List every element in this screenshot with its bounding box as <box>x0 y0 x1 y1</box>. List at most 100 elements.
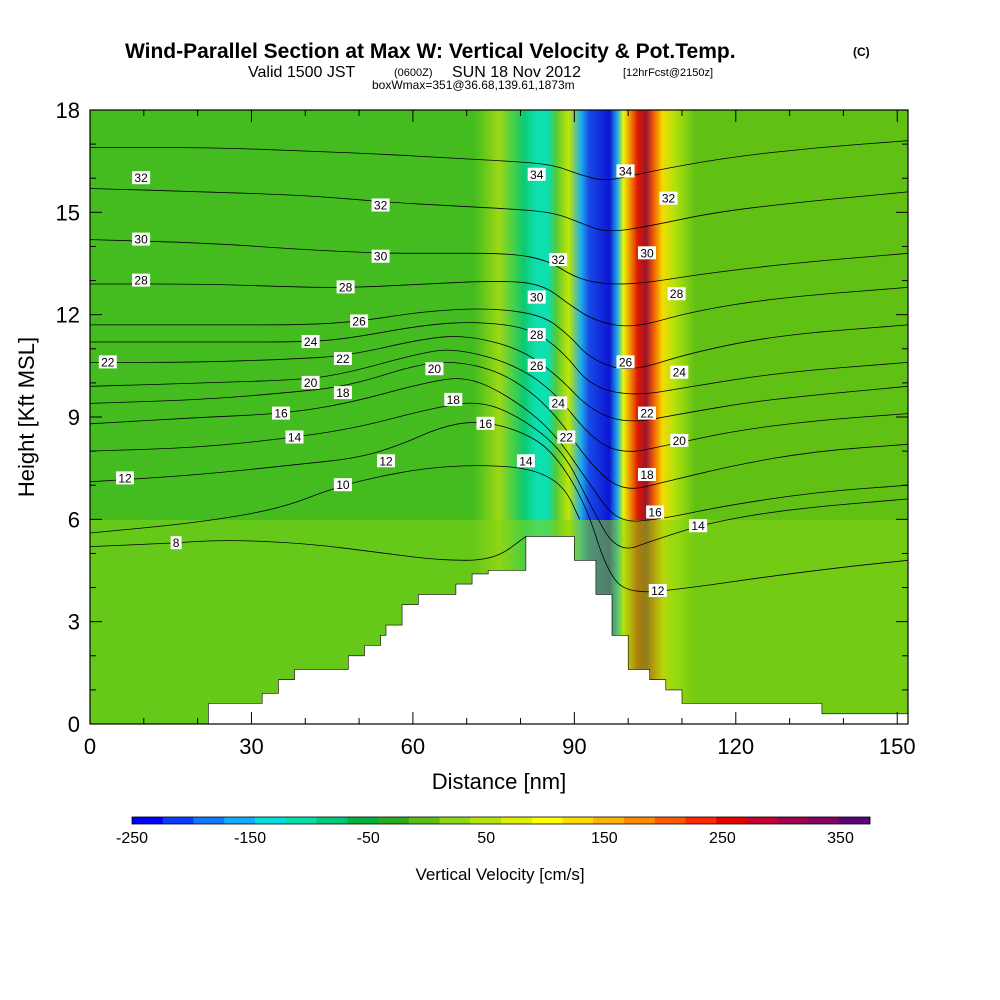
contour-label-text: 30 <box>640 246 654 260</box>
x-tick-label: 60 <box>401 734 425 759</box>
colorbar: -250 -150 -50 50 150 250 350 <box>116 816 871 847</box>
contour-label-text: 22 <box>560 431 574 445</box>
contour-label-text: 14 <box>519 454 533 468</box>
contour-label-box <box>336 280 355 294</box>
contour-label-text: 30 <box>134 233 148 247</box>
colorbar-swatch <box>347 817 379 824</box>
contour-label-text: 32 <box>552 253 566 267</box>
contour-label: 16 <box>476 416 495 431</box>
contour-label: 12 <box>377 454 395 468</box>
colorbar-swatch <box>162 817 194 824</box>
contour-label-box <box>527 167 546 181</box>
x-tick-label: 0 <box>84 734 96 759</box>
isentrope-18 <box>90 361 908 489</box>
colorbar-swatch <box>777 817 809 824</box>
contour-label: 18 <box>333 386 352 400</box>
contour-label: 28 <box>667 287 686 301</box>
y-tick-label: 9 <box>68 405 80 430</box>
contour-label: 32 <box>659 191 678 206</box>
y-tick-label: 6 <box>68 507 80 532</box>
forecast-label: [12hrFcst@2150z] <box>623 67 713 79</box>
colorbar-swatch <box>747 817 779 824</box>
isentrope-22 <box>90 336 908 422</box>
contour-label: 24 <box>670 365 689 380</box>
contour-label-box <box>549 253 568 267</box>
contour-label-text: 30 <box>530 291 544 305</box>
contour-label: 8 <box>170 536 182 550</box>
contour-label: 32 <box>132 171 151 185</box>
contour-label-text: 26 <box>619 355 633 369</box>
contour-label-text: 16 <box>274 407 288 421</box>
colorbar-frame <box>131 816 871 825</box>
colorbar-swatch <box>132 817 164 824</box>
contour-label-text: 26 <box>530 359 544 373</box>
contour-label-text: 22 <box>640 407 654 421</box>
contour-label-text: 8 <box>173 536 180 550</box>
isentrope-34 <box>90 140 908 180</box>
contour-label-text: 32 <box>374 199 388 213</box>
contour-label: 22 <box>557 430 576 445</box>
contour-label: 32 <box>549 253 568 267</box>
contour-label-box <box>476 416 495 430</box>
isentrope-16 <box>90 378 908 522</box>
contour-label-text: 22 <box>101 355 115 369</box>
colorbar-tick-label: 150 <box>591 830 618 847</box>
contour-label-box <box>444 392 463 406</box>
contour-label-box <box>527 290 546 304</box>
contour-label-box <box>377 454 395 468</box>
contour-label-text: 12 <box>379 454 393 468</box>
isentrope-24 <box>90 322 908 395</box>
box-wmax-label: boxWmax=351@36.68,139.61,1873m <box>372 78 575 92</box>
contour-label-text: 18 <box>447 393 461 407</box>
contour-label-box <box>272 406 290 420</box>
contour-label-text: 18 <box>336 386 350 400</box>
contour-label-text: 32 <box>134 171 148 185</box>
contour-label-box <box>638 468 656 481</box>
contour-label-box <box>371 198 390 212</box>
y-axis: 0 3 6 9 12 15 18 <box>56 98 908 737</box>
contour-label: 28 <box>336 280 355 294</box>
contour-label-box <box>285 430 304 444</box>
contour-label-text: 16 <box>479 417 493 431</box>
isentrope-26 <box>90 308 908 369</box>
colorbar-swatch <box>808 817 840 824</box>
colorbar-swatch <box>654 817 686 824</box>
contour-label: 26 <box>616 355 635 369</box>
contour-label: 16 <box>646 505 665 520</box>
contour-label: 20 <box>425 362 444 376</box>
isentrope-12 <box>90 422 908 593</box>
contour-label-box <box>659 191 678 205</box>
x-axis-title: Distance [nm] <box>432 769 567 794</box>
contour-label-text: 34 <box>619 164 633 178</box>
y-tick-label: 0 <box>68 712 80 737</box>
contour-label: 26 <box>350 314 369 329</box>
contour-label-box <box>425 362 444 376</box>
isentrope-30 <box>90 239 908 285</box>
contour-label: 28 <box>527 328 546 342</box>
colorbar-swatch <box>716 817 748 824</box>
contour-label: 24 <box>549 396 568 410</box>
y-tick-label: 3 <box>68 610 80 635</box>
contour-label-box <box>527 358 546 372</box>
colorbar-tick-label: 350 <box>827 830 854 847</box>
contour-label-box <box>670 433 689 447</box>
contour-label-box <box>527 328 546 342</box>
isentrope-14 <box>90 402 908 549</box>
contour-label-text: 22 <box>336 352 350 366</box>
plot-area: 3230282212832302826242220181614121020181… <box>90 110 908 724</box>
contour-label-box <box>646 505 665 519</box>
contour-label-text: 28 <box>134 274 148 288</box>
contour-label: 14 <box>516 454 535 468</box>
contour-label: 32 <box>371 198 390 213</box>
colorbar-swatch <box>839 817 871 824</box>
contour-label-box <box>648 584 667 597</box>
isentrope-10 <box>90 465 581 534</box>
contour-label-text: 16 <box>648 506 662 520</box>
contour-label-text: 20 <box>304 376 318 390</box>
contour-label-text: 34 <box>530 168 544 182</box>
terrain-mask <box>90 536 908 724</box>
isentrope-contours <box>90 140 908 593</box>
isentrope-32 <box>90 188 908 232</box>
contour-label-text: 20 <box>673 434 687 448</box>
